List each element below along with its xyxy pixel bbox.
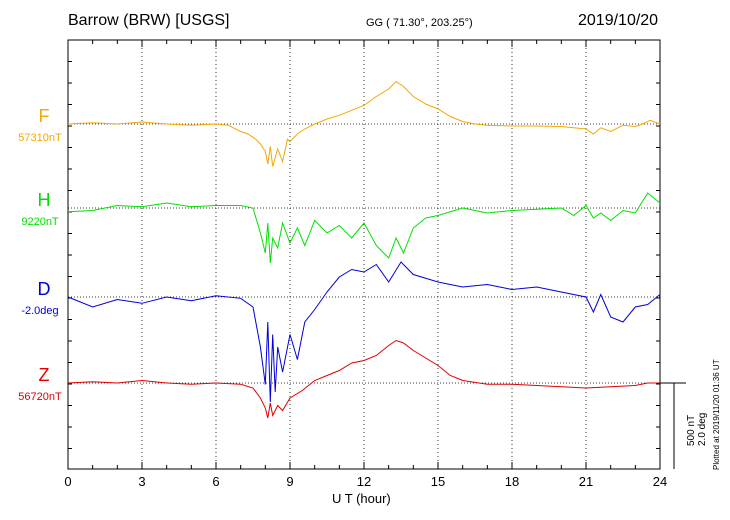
x-tick-label: 18 bbox=[505, 474, 519, 489]
x-tick-label: 12 bbox=[357, 474, 371, 489]
x-tick-label: 24 bbox=[653, 474, 667, 489]
component-label-Z: Z bbox=[39, 365, 50, 385]
x-axis-label: U T (hour) bbox=[332, 491, 391, 506]
x-tick-label: 21 bbox=[579, 474, 593, 489]
baseline-value-D: -2.0deg bbox=[21, 305, 58, 317]
scale-bar-label: 500 nT 2.0 deg bbox=[686, 413, 708, 446]
station-coordinates: GG ( 71.30°, 203.25°) bbox=[366, 17, 473, 29]
series-line-H bbox=[67, 192, 661, 264]
x-tick-label: 9 bbox=[286, 474, 293, 489]
baseline-value-H: 9220nT bbox=[21, 216, 59, 228]
component-label-F: F bbox=[39, 106, 50, 126]
x-tick-label: 6 bbox=[212, 474, 219, 489]
scale-deg-label: 2.0 deg bbox=[697, 412, 708, 446]
plotted-at-label: Plotted at 2019/11/20 01:36 UT bbox=[712, 359, 721, 470]
x-tick-label: 0 bbox=[64, 474, 71, 489]
station-title: Barrow (BRW) [USGS] bbox=[68, 12, 230, 29]
baseline-value-F: 57310nT bbox=[18, 132, 62, 144]
component-label-D: D bbox=[38, 279, 51, 299]
x-tick-label: 15 bbox=[431, 474, 445, 489]
series-line-F bbox=[67, 80, 661, 167]
x-tick-label: 3 bbox=[138, 474, 145, 489]
series-line-Z bbox=[67, 339, 660, 419]
plot-date: 2019/10/20 bbox=[578, 12, 659, 29]
component-label-H: H bbox=[38, 190, 51, 210]
series-line-D bbox=[67, 261, 661, 403]
scale-nt-label: 500 nT bbox=[686, 414, 697, 446]
baseline-value-Z: 56720nT bbox=[18, 391, 62, 403]
